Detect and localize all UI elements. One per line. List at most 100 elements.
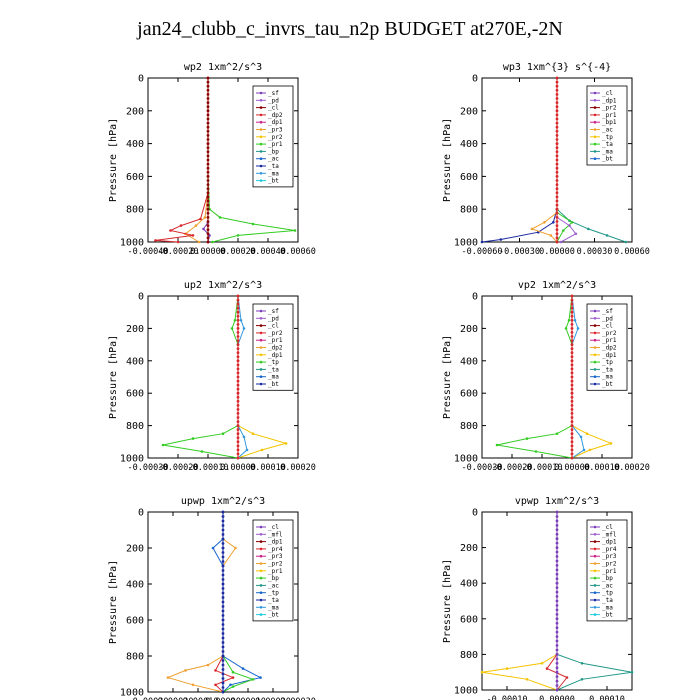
series-point [570,432,574,436]
series-point [555,84,559,88]
series-point [570,221,574,224]
y-tick-label: 1000 [120,688,144,699]
y-tick-label: 800 [126,421,144,432]
series-point [555,581,559,585]
series-point [555,519,559,523]
series-point [570,294,574,298]
legend-label: _dp1 [602,352,617,359]
legend-label: _pd [602,315,613,322]
series-point [552,221,555,224]
legend-swatch-marker [259,360,263,364]
series-point [480,670,484,674]
chart-panel: wp2 1xm^2/s^3 Pressure [hPa] 0 200 400 600 800… [108,62,316,257]
series-point [236,347,240,350]
series-point [570,351,574,355]
series-point [570,302,574,306]
legend-label: _dp2 [602,345,617,352]
series-point [206,183,210,187]
legend-label: _bt [268,381,279,388]
series-point [570,335,574,338]
series-line [155,78,209,243]
legend-swatch-marker [593,591,597,594]
series-point [555,195,559,199]
legend-label: _pr2 [268,561,283,568]
series-point [555,129,559,133]
series-point [206,224,210,228]
x-tick-label: -0.00030 [128,697,169,700]
series-point [574,232,578,236]
series-point [555,154,559,158]
legend-label: _cl [268,105,279,112]
legend-label: _pr1 [268,337,283,344]
legend-swatch-marker [259,562,263,565]
series-point [555,211,559,215]
legend-label: _ac [602,582,613,589]
y-axis-label: Pressure [hPa] [442,559,453,643]
chart-title: vpwp 1xm^2/s^3 [515,496,599,507]
series-point [567,319,571,322]
series-point [236,379,240,383]
series-point [570,440,574,444]
legend-swatch-marker [593,324,597,327]
series-point [236,383,240,387]
series-point [555,117,559,121]
series-point [555,617,559,621]
series-point [570,456,574,460]
series-point [221,510,225,514]
series-point [570,375,574,379]
x-tick-label: -0.00020 [158,247,199,257]
legend-swatch-marker [259,142,263,146]
legend-label: _pr1 [602,337,617,344]
series-point [555,199,559,203]
series-point [154,239,157,242]
series-point [555,150,559,154]
legend-swatch-marker [259,150,263,153]
series-point [236,387,240,391]
series-point [233,319,237,322]
series-point [570,448,574,452]
series-point [221,618,225,622]
chart-panel: up2 1xm^2/s^3 Pressure [hPa] 0 200 400 600 800… [108,280,316,473]
legend-label: _tp [268,359,279,366]
series-point [555,657,559,661]
plot-frame [147,77,299,243]
legend-swatch-marker [259,591,263,594]
y-tick-label: 800 [460,205,478,216]
series-point [555,515,559,518]
legend-label: _pr1 [268,568,283,575]
series-point [570,371,574,375]
x-tick-label: 0.00000 [539,247,575,257]
legend-label: _sf [268,90,279,97]
series-point [570,428,574,431]
y-tick-label: 400 [126,139,144,150]
series-point [555,590,559,594]
y-tick-label: 0 [138,74,144,85]
series-point [236,440,240,444]
series-point [221,668,225,671]
series-point [570,452,574,456]
legend-label: _ac [268,582,279,589]
legend-label: _pd [268,315,279,322]
series-point [221,546,225,550]
series-point [161,443,165,447]
legend-label: _ma [268,170,279,177]
legend-swatch-marker [259,120,263,124]
series-point [555,555,559,558]
legend-label: _bt [602,381,613,388]
y-tick-label: 200 [126,544,144,555]
x-tick-label: -0.00010 [178,697,219,700]
series-point [570,355,574,359]
series-point [241,667,245,670]
series-point [221,677,225,680]
series-point [221,596,225,599]
series-point [570,391,574,395]
series-line [556,78,573,243]
chart-title: vp2 1xm^2/s^3 [518,280,596,291]
y-tick-label: 400 [126,356,144,367]
series-point [570,404,574,407]
x-tick-label: 0.00030 [577,247,613,257]
series-point [206,113,210,117]
series-point [202,227,205,231]
y-tick-label: 400 [460,356,478,367]
